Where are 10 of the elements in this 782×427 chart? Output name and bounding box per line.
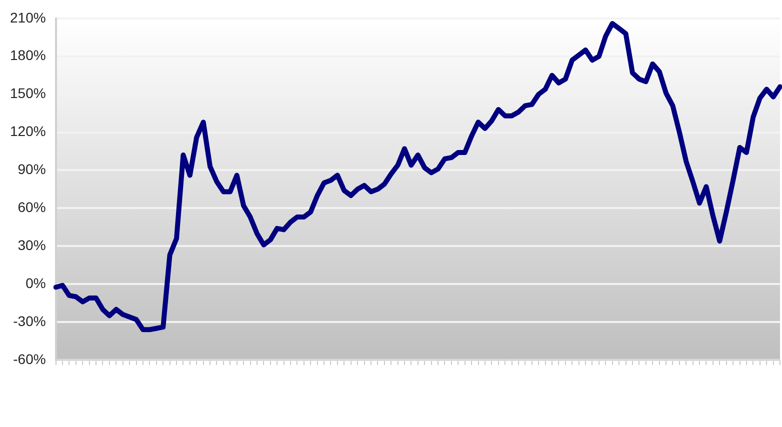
y-tick-label: 120% [10,123,46,140]
y-tick-label: -30% [13,312,46,329]
y-tick-label: 30% [18,236,46,253]
y-tick-label: 60% [18,199,46,216]
y-tick-label: 90% [18,161,46,178]
y-tick-label: 0% [26,274,46,291]
y-tick-label: 210% [10,9,46,26]
y-tick-label: -60% [13,350,46,367]
y-tick-label: 180% [10,47,46,64]
y-tick-label: 150% [10,85,46,102]
